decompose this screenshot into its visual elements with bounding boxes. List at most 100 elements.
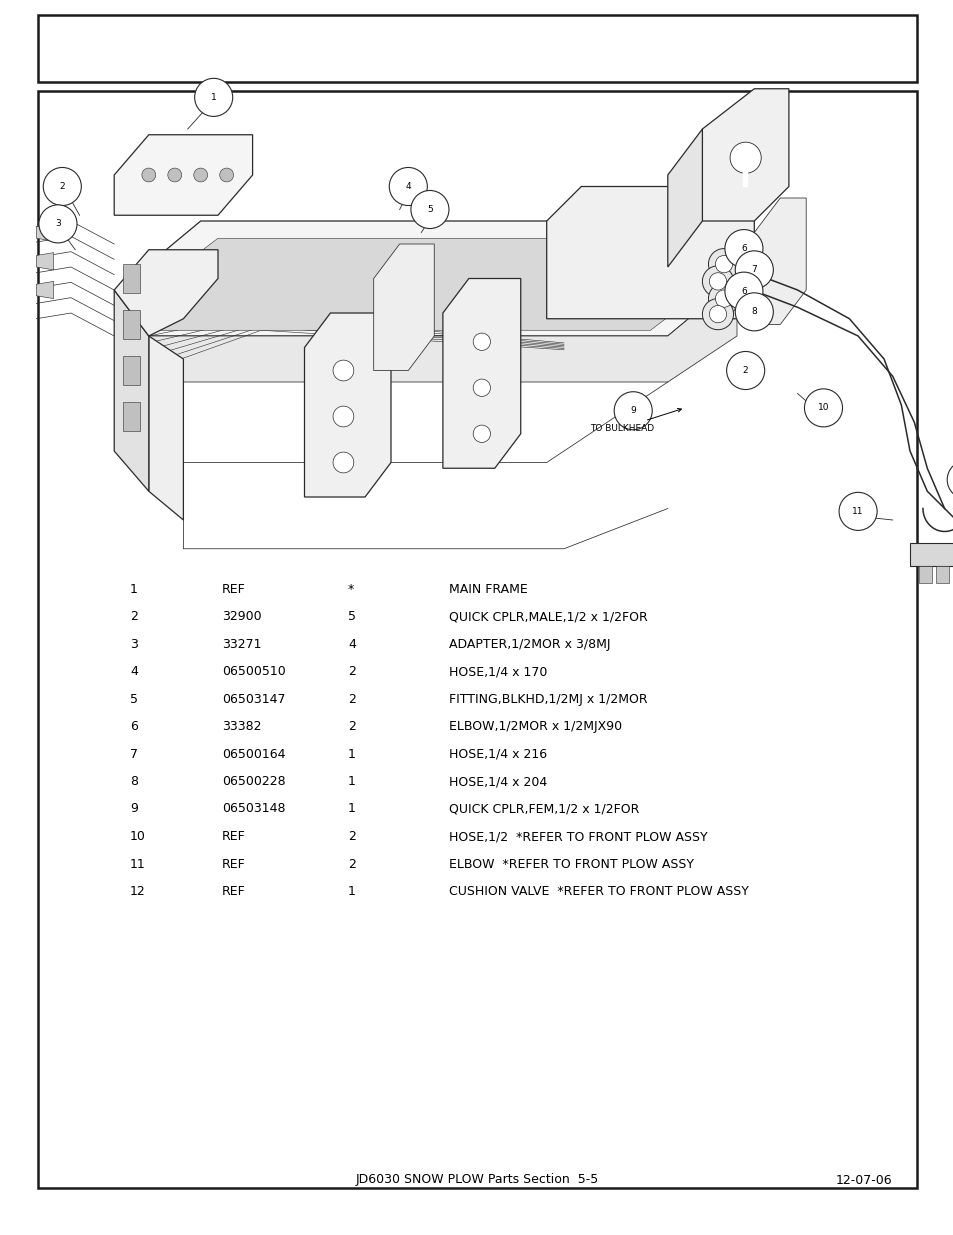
Text: ELBOW  *REFER TO FRONT PLOW ASSY: ELBOW *REFER TO FRONT PLOW ASSY bbox=[449, 857, 693, 871]
Text: 2: 2 bbox=[742, 366, 748, 375]
Circle shape bbox=[803, 389, 841, 427]
Polygon shape bbox=[667, 128, 701, 267]
Text: 2: 2 bbox=[348, 693, 355, 705]
Polygon shape bbox=[132, 279, 737, 382]
Circle shape bbox=[168, 168, 181, 182]
Text: REF: REF bbox=[222, 857, 246, 871]
Polygon shape bbox=[304, 312, 391, 496]
Polygon shape bbox=[442, 279, 520, 468]
Polygon shape bbox=[123, 310, 140, 338]
Text: 7: 7 bbox=[130, 747, 138, 761]
Text: HOSE,1/4 x 204: HOSE,1/4 x 204 bbox=[449, 776, 547, 788]
Circle shape bbox=[708, 248, 739, 279]
Text: 5: 5 bbox=[130, 693, 138, 705]
Polygon shape bbox=[123, 403, 140, 431]
Text: 5: 5 bbox=[348, 610, 355, 622]
Text: 6: 6 bbox=[740, 245, 746, 253]
Polygon shape bbox=[114, 249, 218, 336]
Text: 12: 12 bbox=[130, 885, 146, 898]
Text: 5: 5 bbox=[427, 205, 433, 214]
Text: 2: 2 bbox=[130, 610, 138, 622]
Text: 8: 8 bbox=[751, 308, 757, 316]
Text: 3: 3 bbox=[55, 220, 61, 228]
Bar bbox=[38, 91, 916, 1188]
Text: 06503148: 06503148 bbox=[222, 803, 285, 815]
Circle shape bbox=[726, 352, 764, 389]
Text: 6: 6 bbox=[740, 287, 746, 295]
Text: 4: 4 bbox=[130, 664, 138, 678]
Polygon shape bbox=[132, 221, 737, 336]
Circle shape bbox=[839, 493, 876, 530]
Text: HOSE,1/4 x 216: HOSE,1/4 x 216 bbox=[449, 747, 547, 761]
Text: 2: 2 bbox=[348, 720, 355, 734]
Polygon shape bbox=[374, 245, 434, 370]
Text: 9: 9 bbox=[130, 803, 138, 815]
Text: REF: REF bbox=[222, 830, 246, 844]
Text: *: * bbox=[348, 583, 354, 595]
Text: 1: 1 bbox=[348, 885, 355, 898]
Text: CUSHION VALVE  *REFER TO FRONT PLOW ASSY: CUSHION VALVE *REFER TO FRONT PLOW ASSY bbox=[449, 885, 748, 898]
Text: 7: 7 bbox=[751, 266, 757, 274]
Polygon shape bbox=[918, 566, 931, 583]
Text: 06500164: 06500164 bbox=[222, 747, 285, 761]
Circle shape bbox=[411, 190, 449, 228]
Text: 1: 1 bbox=[130, 583, 138, 595]
Bar bbox=[38, 16, 916, 83]
Polygon shape bbox=[754, 198, 805, 325]
Text: 6: 6 bbox=[130, 720, 138, 734]
Circle shape bbox=[614, 391, 652, 430]
Polygon shape bbox=[114, 290, 149, 492]
Polygon shape bbox=[114, 135, 253, 215]
Text: ADAPTER,1/2MOR x 3/8MJ: ADAPTER,1/2MOR x 3/8MJ bbox=[449, 637, 610, 651]
Circle shape bbox=[709, 305, 726, 322]
Text: QUICK CPLR,MALE,1/2 x 1/2FOR: QUICK CPLR,MALE,1/2 x 1/2FOR bbox=[449, 610, 647, 622]
Text: 33382: 33382 bbox=[222, 720, 261, 734]
Polygon shape bbox=[36, 253, 53, 270]
Circle shape bbox=[333, 361, 354, 380]
Text: 12-07-06: 12-07-06 bbox=[835, 1173, 891, 1187]
Circle shape bbox=[194, 78, 233, 116]
Circle shape bbox=[39, 205, 77, 243]
Text: 4: 4 bbox=[348, 637, 355, 651]
Text: 2: 2 bbox=[348, 857, 355, 871]
Text: 1: 1 bbox=[348, 747, 355, 761]
Text: FITTING,BLKHD,1/2MJ x 1/2MOR: FITTING,BLKHD,1/2MJ x 1/2MOR bbox=[449, 693, 647, 705]
Circle shape bbox=[473, 379, 490, 396]
Polygon shape bbox=[742, 168, 747, 186]
Polygon shape bbox=[149, 336, 183, 520]
Polygon shape bbox=[123, 264, 140, 293]
Circle shape bbox=[946, 461, 953, 499]
Circle shape bbox=[333, 406, 354, 427]
Text: REF: REF bbox=[222, 885, 246, 898]
Circle shape bbox=[701, 266, 733, 296]
Text: 4: 4 bbox=[405, 182, 411, 191]
Text: 06500510: 06500510 bbox=[222, 664, 286, 678]
Polygon shape bbox=[36, 224, 53, 241]
Text: 06503147: 06503147 bbox=[222, 693, 285, 705]
Polygon shape bbox=[36, 282, 53, 299]
Polygon shape bbox=[546, 186, 754, 319]
Circle shape bbox=[389, 168, 427, 205]
Circle shape bbox=[193, 168, 208, 182]
Circle shape bbox=[735, 251, 773, 289]
Circle shape bbox=[735, 293, 773, 331]
Text: ELBOW,1/2MOR x 1/2MJX90: ELBOW,1/2MOR x 1/2MJX90 bbox=[449, 720, 621, 734]
Text: 8: 8 bbox=[130, 776, 138, 788]
Text: 2: 2 bbox=[348, 664, 355, 678]
Polygon shape bbox=[123, 356, 140, 385]
Circle shape bbox=[715, 256, 732, 273]
Text: HOSE,1/2  *REFER TO FRONT PLOW ASSY: HOSE,1/2 *REFER TO FRONT PLOW ASSY bbox=[449, 830, 707, 844]
Text: QUICK CPLR,FEM,1/2 x 1/2FOR: QUICK CPLR,FEM,1/2 x 1/2FOR bbox=[449, 803, 639, 815]
Text: 3: 3 bbox=[130, 637, 138, 651]
Text: 1: 1 bbox=[348, 803, 355, 815]
Circle shape bbox=[729, 142, 760, 173]
Circle shape bbox=[724, 230, 762, 268]
Text: 11: 11 bbox=[851, 506, 863, 516]
Text: 33271: 33271 bbox=[222, 637, 261, 651]
Circle shape bbox=[701, 299, 733, 330]
Circle shape bbox=[715, 290, 732, 308]
Text: 10: 10 bbox=[817, 404, 828, 412]
Polygon shape bbox=[935, 566, 948, 583]
Text: HOSE,1/4 x 170: HOSE,1/4 x 170 bbox=[449, 664, 547, 678]
Text: 06500228: 06500228 bbox=[222, 776, 285, 788]
